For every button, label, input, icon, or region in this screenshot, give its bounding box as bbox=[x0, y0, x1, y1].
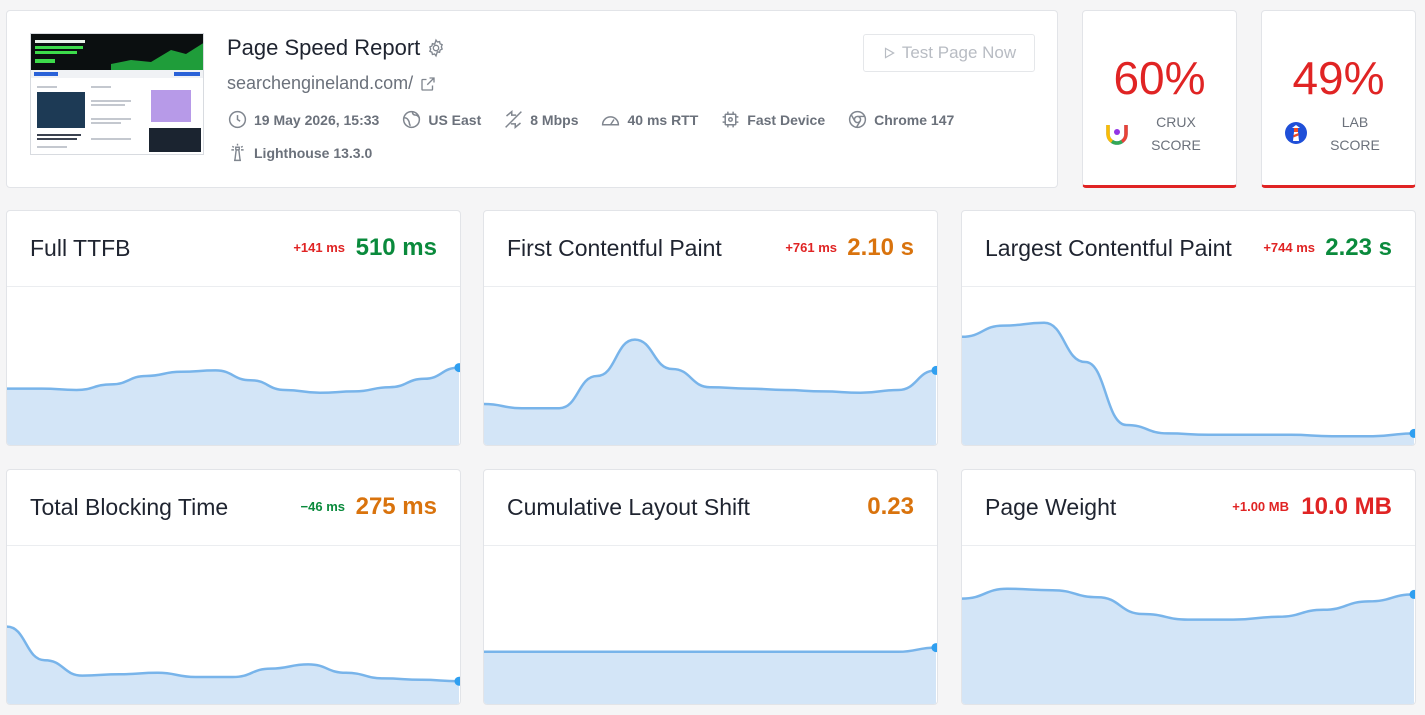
metric-title: Full TTFB bbox=[30, 235, 131, 261]
metric-delta: +744 ms bbox=[1263, 240, 1315, 255]
metric-value: 0.23 bbox=[867, 493, 914, 520]
metric-trend-chart bbox=[962, 587, 1415, 704]
metric-trend-chart bbox=[962, 321, 1415, 445]
metric-trend-chart bbox=[484, 338, 937, 445]
metric-card-page-weight[interactable]: Page Weight +1.00 MB 10.0 MB bbox=[961, 469, 1416, 705]
trend-latest-point bbox=[931, 365, 937, 375]
test-device: Fast Device bbox=[720, 109, 825, 130]
trend-line bbox=[484, 646, 937, 654]
crux-score-value: 60% bbox=[1113, 52, 1206, 104]
gear-icon[interactable] bbox=[426, 38, 446, 58]
metric-value: 510 ms bbox=[355, 234, 437, 261]
metric-card-cls[interactable]: Cumulative Layout Shift 0.23 bbox=[483, 469, 938, 705]
report-header-card: Page Speed Report searchengineland.com/ … bbox=[6, 10, 1058, 188]
trend-area bbox=[484, 647, 936, 704]
metric-trend-chart bbox=[7, 625, 460, 704]
trend-latest-point bbox=[931, 643, 937, 653]
metric-trend-chart bbox=[7, 363, 460, 445]
trend-latest-point bbox=[454, 676, 460, 686]
crux-score-card[interactable]: 60% CRUX SCORE bbox=[1082, 10, 1237, 188]
metric-card-fcp[interactable]: First Contentful Paint +761 ms 2.10 s bbox=[483, 210, 938, 446]
trend-area bbox=[962, 588, 1414, 704]
test-date: 19 May 2026, 15:33 bbox=[227, 109, 379, 130]
trend-area bbox=[7, 367, 459, 445]
metric-title: Total Blocking Time bbox=[30, 494, 229, 520]
trend-line bbox=[7, 366, 460, 395]
metric-delta: −46 ms bbox=[300, 499, 345, 514]
metric-card-ttfb[interactable]: Full TTFB +141 ms 510 ms bbox=[6, 210, 461, 446]
test-page-now-button[interactable]: Test Page Now bbox=[863, 34, 1035, 72]
metric-trend-chart bbox=[484, 643, 937, 704]
test-latency: 40 ms RTT bbox=[600, 109, 698, 130]
trend-latest-point bbox=[1409, 589, 1415, 599]
metric-value: 2.23 s bbox=[1325, 234, 1392, 261]
lighthouse-version: Lighthouse 13.3.0 bbox=[227, 142, 372, 163]
metric-card-tbt[interactable]: Total Blocking Time −46 ms 275 ms bbox=[6, 469, 461, 705]
play-icon bbox=[884, 47, 895, 59]
chrome-icon bbox=[849, 110, 867, 129]
crux-score-label: CRUX SCORE bbox=[1151, 114, 1201, 153]
speedometer-icon bbox=[602, 116, 620, 126]
metric-value: 2.10 s bbox=[847, 234, 914, 261]
page-url-link[interactable]: searchengineland.com/ bbox=[227, 73, 414, 93]
metric-value: 10.0 MB bbox=[1301, 493, 1392, 520]
metric-title: Page Weight bbox=[985, 494, 1117, 520]
trend-area bbox=[962, 322, 1414, 445]
lab-score-label: LAB SCORE bbox=[1330, 114, 1380, 153]
metric-title: First Contentful Paint bbox=[507, 235, 722, 261]
bandwidth-icon bbox=[505, 110, 523, 129]
trend-line bbox=[484, 338, 937, 410]
test-browser: Chrome 147 bbox=[847, 109, 954, 130]
page-title: Page Speed Report bbox=[227, 35, 421, 60]
page-screenshot-thumbnail[interactable] bbox=[30, 33, 204, 155]
trend-line bbox=[7, 625, 460, 683]
cpu-icon bbox=[722, 111, 739, 128]
test-bandwidth: 8 Mbps bbox=[503, 109, 578, 130]
metric-delta: +761 ms bbox=[785, 240, 837, 255]
metric-value: 275 ms bbox=[355, 493, 437, 520]
test-settings-row: 19 May 2026, 15:33 US East 8 Mbps 40 ms … bbox=[227, 109, 976, 130]
trend-line bbox=[962, 321, 1415, 438]
external-link-icon[interactable] bbox=[419, 75, 437, 93]
lab-score-card[interactable]: 49% LAB SCORE bbox=[1261, 10, 1416, 188]
test-location: US East bbox=[401, 109, 481, 130]
clock-icon bbox=[228, 110, 247, 129]
trend-area bbox=[484, 339, 936, 445]
lab-score-value: 49% bbox=[1292, 52, 1385, 104]
metric-delta: +141 ms bbox=[293, 240, 345, 255]
metric-card-lcp[interactable]: Largest Contentful Paint +744 ms 2.23 s bbox=[961, 210, 1416, 446]
globe-icon bbox=[403, 110, 421, 129]
trend-latest-point bbox=[454, 363, 460, 373]
lighthouse-logo-icon bbox=[1285, 122, 1307, 144]
trend-latest-point bbox=[1409, 428, 1415, 438]
trend-line bbox=[962, 587, 1415, 621]
trend-area bbox=[7, 626, 459, 704]
metric-delta: +1.00 MB bbox=[1232, 499, 1289, 514]
metric-title: Cumulative Layout Shift bbox=[507, 494, 750, 520]
metric-title: Largest Contentful Paint bbox=[985, 235, 1232, 261]
lighthouse-icon bbox=[231, 143, 244, 162]
crux-logo-icon bbox=[1106, 125, 1128, 145]
